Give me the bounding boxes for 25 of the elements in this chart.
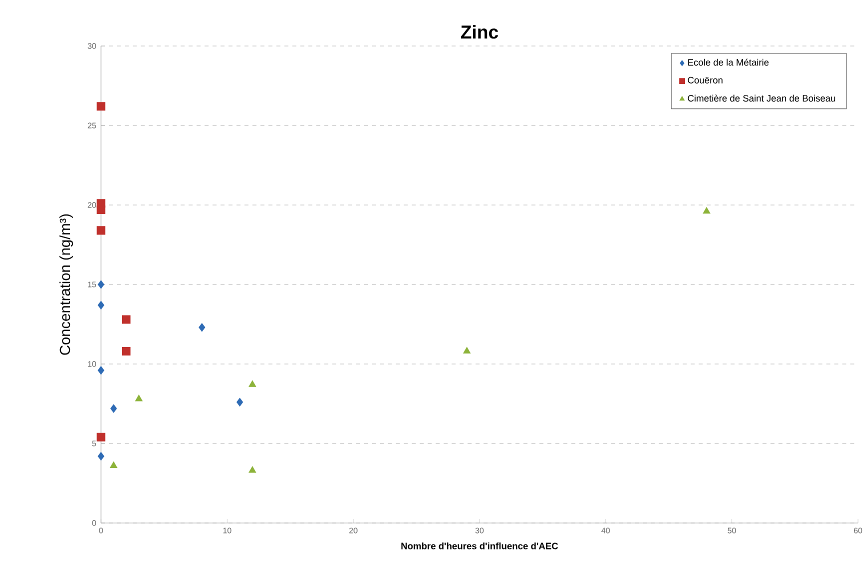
point bbox=[122, 347, 130, 356]
point bbox=[110, 404, 117, 413]
x-axis-title: Nombre d'heures d'influence d'AEC bbox=[401, 542, 558, 550]
point bbox=[96, 206, 106, 214]
point bbox=[463, 347, 471, 354]
point bbox=[122, 315, 130, 324]
point bbox=[98, 366, 104, 375]
point bbox=[135, 394, 143, 402]
y-axis-title: Concentration (ng/m³) bbox=[59, 214, 73, 355]
point bbox=[96, 432, 106, 442]
point bbox=[198, 323, 206, 332]
point bbox=[702, 207, 710, 214]
point bbox=[248, 380, 256, 387]
point bbox=[98, 452, 104, 460]
point bbox=[96, 226, 106, 235]
chart-title: Zinc bbox=[460, 24, 498, 39]
legend-label: Ecole de la Métairie bbox=[688, 58, 769, 66]
point bbox=[110, 462, 118, 468]
legend-label: Cimetière de Saint Jean de Boiseau bbox=[688, 94, 836, 102]
point bbox=[248, 466, 256, 473]
point bbox=[98, 280, 104, 289]
point bbox=[96, 102, 106, 111]
legend-label: Couëron bbox=[688, 76, 722, 84]
point bbox=[98, 300, 104, 310]
point bbox=[236, 398, 244, 406]
